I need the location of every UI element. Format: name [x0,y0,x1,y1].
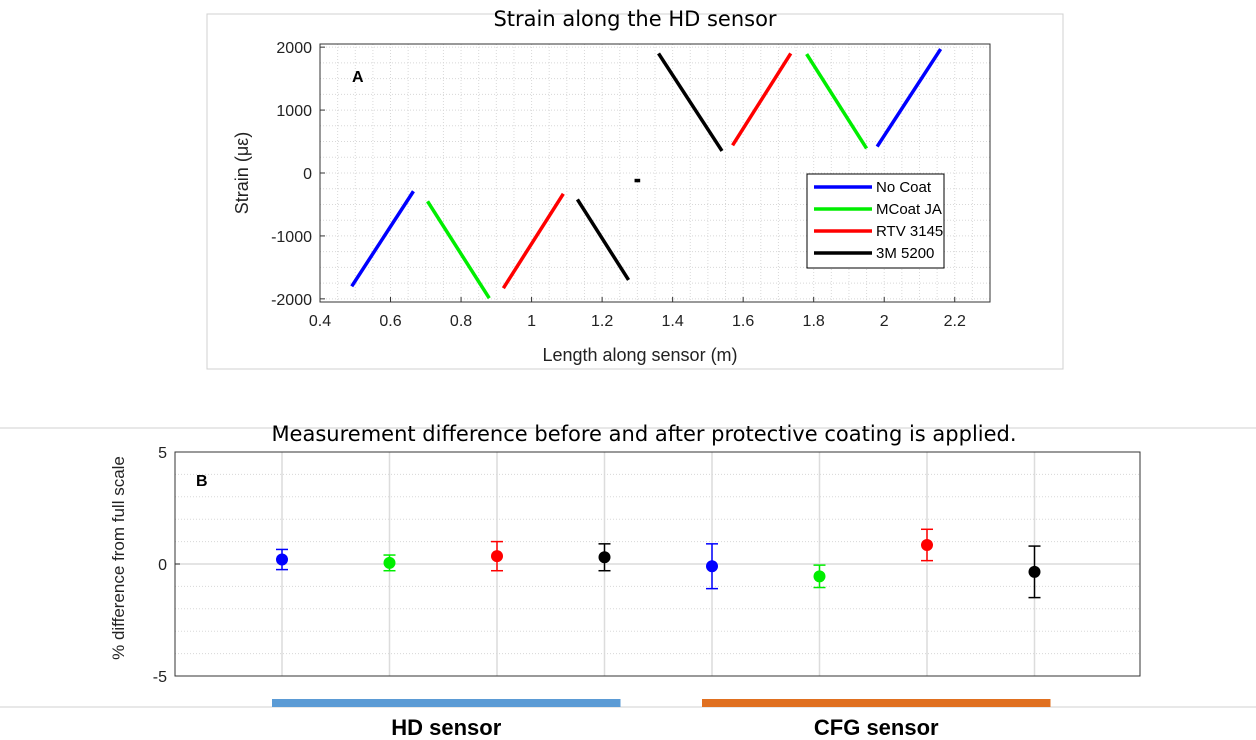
data-point-4 [598,551,611,564]
group-bar-2 [702,699,1051,707]
group-label-1: HD sensor [391,715,501,740]
chart-b-title: Measurement difference before and after … [271,422,1016,446]
x-tick-label: 0.4 [309,313,331,330]
x-tick-label: 0.8 [450,313,472,330]
x-axis-label-a: Length along sensor (m) [542,345,737,365]
legend-label: MCoat JA [876,201,942,218]
y-tick-label: 5 [158,445,167,462]
data-point-2 [383,556,396,569]
series-line-2 [426,200,491,300]
difference-chart: Measurement difference before and after … [0,422,1256,740]
x-tick-label: 2.2 [944,313,966,330]
legend: No Coat MCoat JA RTV 3145 3M 5200 [806,173,945,269]
y-tick-label: -1000 [271,229,312,246]
x-tick-label: 1.2 [591,313,613,330]
group-label-2: CFG sensor [814,715,939,740]
y-tick-label: 0 [303,166,312,183]
legend-label: RTV 3145 [876,223,943,240]
y-tick-label: -2000 [271,292,312,309]
data-point-1 [276,553,288,566]
y-tick-label: 0 [158,557,167,574]
data-point-3 [491,550,503,563]
y-axis-label-a: Strain (με) [232,132,252,214]
series-line-4 [575,198,631,281]
data-point-6 [813,570,826,583]
chart-a-title: Strain along the HD sensor [493,7,776,31]
panel-label-a: A [352,69,364,86]
x-tick-label: 1.4 [662,313,684,330]
series-line-1 [875,48,943,148]
data-point-7 [921,538,933,551]
series-line-2 [805,53,869,150]
x-tick-label: 2 [880,313,889,330]
x-tick-label: 1.8 [803,313,825,330]
x-tick-label: 0.6 [379,313,401,330]
series-line-1 [350,190,415,288]
legend-label: No Coat [876,179,932,196]
y-tick-label: 2000 [276,40,312,57]
legend-label: 3M 5200 [876,245,934,262]
group-bar-1 [272,699,621,707]
y-tick-label: -5 [153,669,167,686]
series-line-4 [657,52,724,152]
y-tick-label: 1000 [276,103,312,120]
y-axis-label-b: % difference from full scale [109,456,128,660]
x-tick-label: 1.6 [732,313,754,330]
data-point-5 [706,560,718,573]
panel-label-b: B [196,473,208,490]
series-line-3 [731,52,793,147]
series-line-3 [501,192,565,290]
strain-chart: Strain along the HD sensor 0.4 0.6 0.8 1 1.2… [206,7,1064,370]
data-point-8 [1028,565,1041,578]
x-tick-label: 1 [527,313,536,330]
